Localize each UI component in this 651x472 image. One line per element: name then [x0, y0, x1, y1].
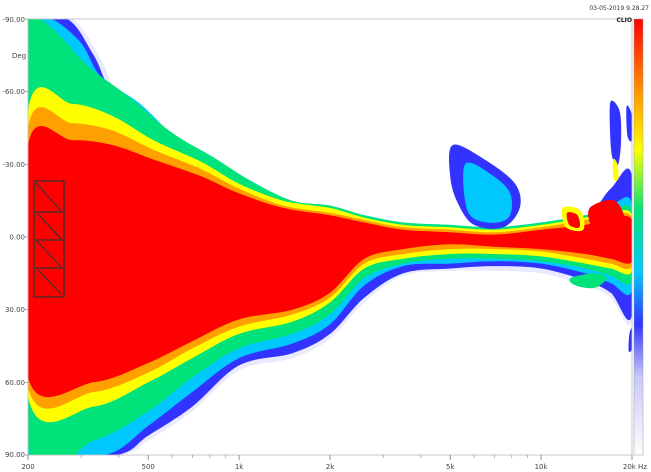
- y-axis-unit-label: Deg: [12, 52, 26, 60]
- y-tick-label: 60.00: [5, 379, 25, 387]
- x-tick-label: 2k: [326, 463, 335, 471]
- x-tick-label: 5k: [446, 463, 455, 471]
- x-axis-ticks: 200 500 1k 2k 5k 10k 20k Hz: [21, 455, 647, 471]
- y-axis-ticks: -90.00 -60.00 -30.00 0.00 30.00 60.00 90.00: [2, 16, 28, 459]
- contour-island-6: [628, 328, 632, 353]
- color-scale: CLIO: [616, 17, 644, 456]
- x-tick-label: 10k: [535, 463, 549, 471]
- contour-island-5: [626, 105, 632, 142]
- clio-brand-label: CLIO: [616, 17, 632, 24]
- contour-island-2: [463, 162, 513, 223]
- y-tick-label: 0.00: [9, 234, 25, 242]
- contour-island-4: [612, 158, 619, 182]
- x-tick-label: 1k: [235, 463, 244, 471]
- y-tick-label: -90.00: [2, 16, 25, 24]
- contour-layers: [28, 19, 632, 455]
- contour-island-9: [566, 212, 581, 228]
- contour-island-7: [569, 273, 607, 289]
- timestamp-label: 03-05-2019 9.28.27: [589, 5, 649, 12]
- y-tick-label: -30.00: [2, 161, 25, 169]
- contour-level-7: [28, 126, 632, 398]
- x-tick-label: 200: [21, 463, 34, 471]
- y-tick-label: 90.00: [5, 451, 25, 459]
- contour-island-10: [588, 200, 626, 233]
- y-tick-label: -60.00: [2, 88, 25, 96]
- contour-island-3: [609, 100, 622, 166]
- x-tick-label: 500: [141, 463, 154, 471]
- speaker-glyph: [33, 180, 65, 298]
- y-tick-label: 30.00: [5, 306, 25, 314]
- x-tick-label: 20k Hz: [623, 463, 647, 471]
- island-layers: [448, 100, 632, 353]
- color-scale-bar: [633, 18, 644, 456]
